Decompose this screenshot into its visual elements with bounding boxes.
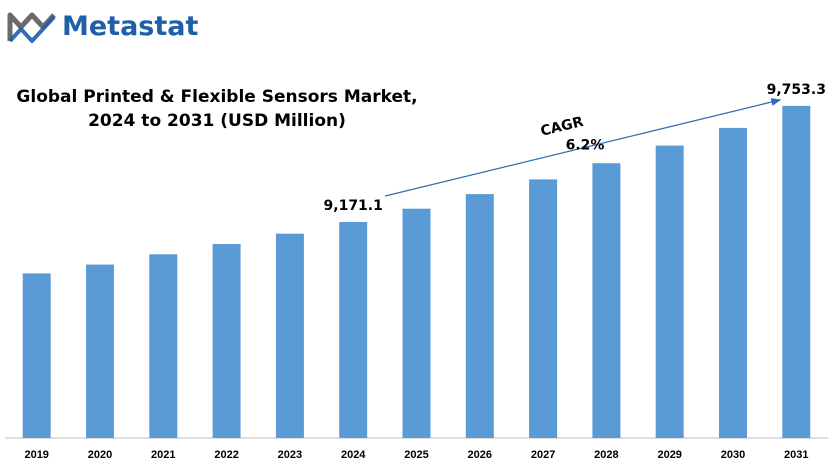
chart-title-line-2: 2024 to 2031 (USD Million): [88, 111, 346, 131]
data-label-2024: 9,171.1: [324, 198, 383, 214]
data-label-2031: 9,753.3: [767, 82, 826, 98]
brand-logo: Metastat: [7, 11, 199, 43]
chart-title-line-1: Global Printed & Flexible Sensors Market…: [16, 87, 417, 107]
x-tick-2031: 2031: [784, 449, 808, 461]
bar-2026: [465, 194, 494, 438]
x-tick-labels: 2019 2020 2021 2022 2023 2024 2025 2026 2027 2028…: [24, 449, 808, 461]
bar-2030: [719, 127, 747, 439]
bar-2031: [782, 105, 811, 439]
bar-2022: [212, 244, 241, 438]
bar-2027: [529, 179, 558, 438]
x-tick-2029: 2029: [657, 449, 681, 461]
x-tick-2022: 2022: [214, 449, 238, 461]
x-tick-2023: 2023: [278, 449, 302, 461]
x-tick-2027: 2027: [531, 449, 555, 461]
cagr-value: 6.2%: [566, 138, 605, 154]
cagr-label: CAGR: [539, 114, 585, 140]
bar-series: [22, 105, 811, 439]
bar-2019: [22, 273, 51, 438]
brand-name: Metastat: [62, 11, 199, 42]
cagr-arrow: [385, 98, 782, 197]
x-tick-2028: 2028: [594, 449, 618, 461]
bar-2025: [402, 208, 431, 438]
x-tick-2026: 2026: [468, 449, 492, 461]
bar-2020: [86, 264, 114, 438]
x-tick-2024: 2024: [341, 449, 366, 461]
x-tick-2019: 2019: [24, 449, 48, 461]
x-tick-2020: 2020: [88, 449, 112, 461]
bar-2029: [655, 145, 684, 438]
chart-title: Global Printed & Flexible Sensors Market…: [16, 87, 417, 131]
bar-2021: [149, 254, 178, 438]
bar-2023: [275, 233, 304, 438]
logo-mark-icon: [7, 12, 56, 43]
x-tick-2025: 2025: [404, 449, 428, 461]
data-labels: 9,171.1 9,753.3: [324, 82, 826, 214]
bar-2028: [592, 163, 621, 438]
x-tick-2021: 2021: [151, 449, 175, 461]
x-tick-2030: 2030: [721, 449, 745, 461]
bar-2024: [339, 222, 368, 438]
